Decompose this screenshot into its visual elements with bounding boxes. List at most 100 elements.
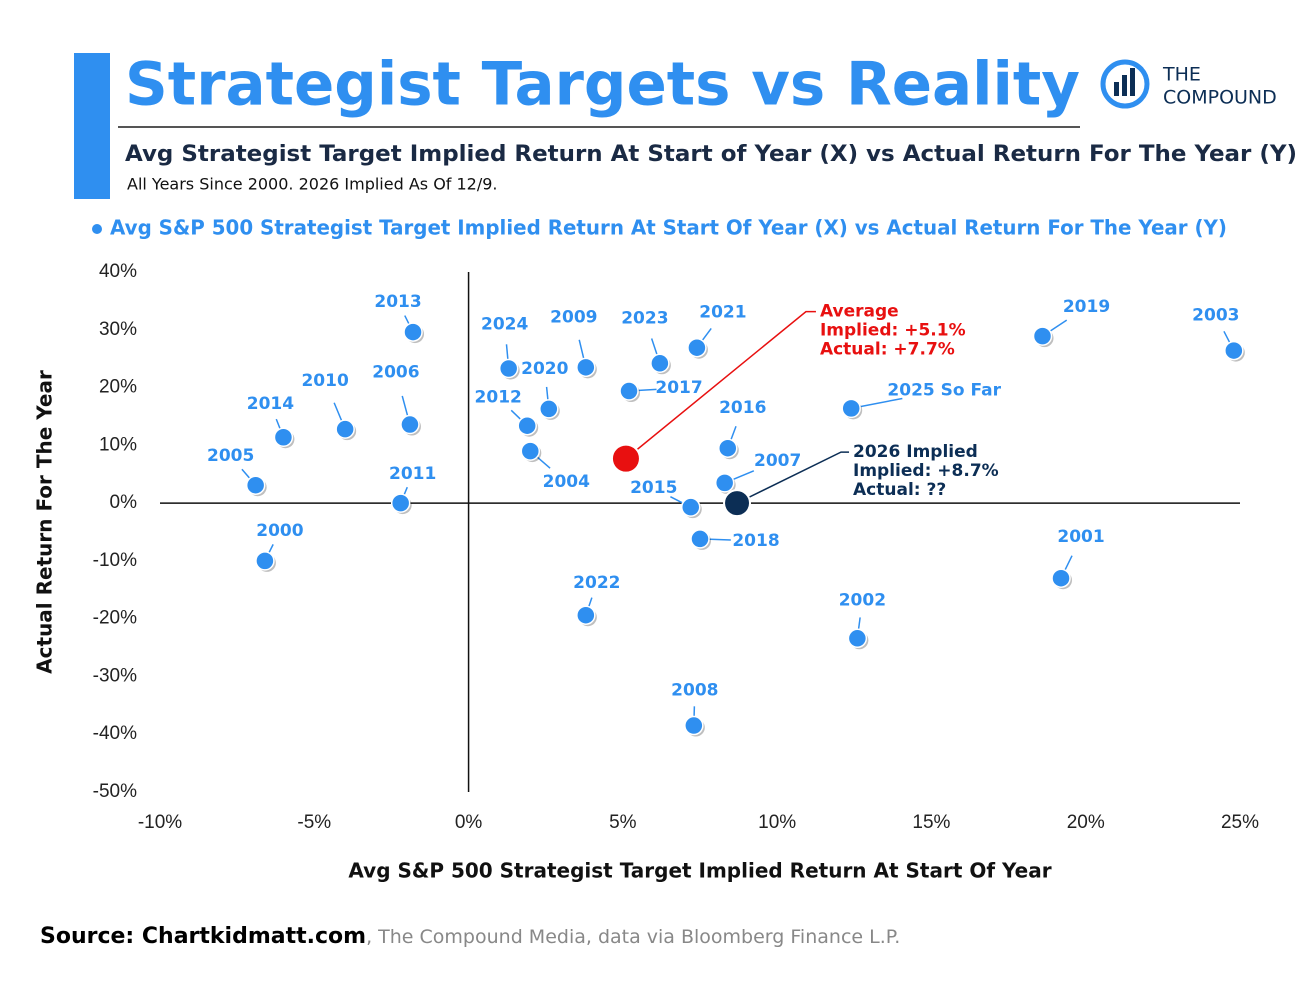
- x-tick-label: 20%: [1067, 812, 1105, 833]
- chart-title: Strategist Targets vs Reality: [125, 50, 1080, 120]
- point-label: 2013: [374, 292, 421, 312]
- logo-bar: [1122, 75, 1127, 96]
- point-label: 2019: [1063, 297, 1110, 317]
- source: Source: Chartkidmatt.com, The Compound M…: [40, 924, 900, 949]
- point-label: 2006: [372, 363, 419, 383]
- y-tick-label: -10%: [93, 550, 137, 571]
- point: [390, 493, 411, 513]
- point-label: 2022: [573, 573, 620, 593]
- point-label: 2023: [621, 308, 668, 328]
- annotation-line: [625, 310, 816, 460]
- point-label: 2016: [719, 398, 766, 418]
- point-label: 2025 So Far: [887, 380, 1001, 400]
- highlight-point: [723, 489, 752, 518]
- point: [245, 475, 266, 495]
- point-label: 2003: [1192, 306, 1239, 326]
- annotation-text: 2026 Implied: [853, 442, 978, 462]
- point-label: 2011: [389, 464, 436, 484]
- y-tick-label: -30%: [93, 665, 137, 686]
- point: [539, 399, 559, 419]
- point-label: 2021: [699, 303, 746, 323]
- point: [690, 529, 710, 549]
- title-bar: [74, 53, 110, 199]
- point-label: 2010: [301, 371, 348, 391]
- point: [517, 415, 537, 436]
- point: [403, 322, 423, 342]
- annotation-text: Implied: +8.7%: [853, 461, 999, 481]
- point: [576, 357, 596, 378]
- logo-text: THE: [1162, 64, 1201, 86]
- point: [687, 337, 707, 358]
- point: [619, 381, 639, 401]
- point-label: 2014: [247, 394, 294, 414]
- annotation-text: Actual: +7.7%: [820, 340, 955, 360]
- y-tick-label: 0%: [110, 492, 138, 513]
- logo-ring: [1100, 59, 1150, 109]
- point: [847, 628, 868, 649]
- point-label: 2017: [655, 378, 702, 398]
- legend-marker: [92, 224, 102, 234]
- annotation-line: [736, 451, 850, 504]
- point-label: 2018: [732, 531, 779, 551]
- point: [718, 438, 738, 458]
- y-tick-label: -20%: [93, 608, 137, 629]
- point-label: 2004: [543, 472, 590, 492]
- y-tick-label: 30%: [99, 319, 137, 340]
- source-bold: Source: Chartkidmatt.com: [40, 924, 366, 949]
- annotation-text: Average: [820, 302, 899, 322]
- source-rest: , The Compound Media, data via Bloomberg…: [366, 926, 900, 948]
- annotation-text: Implied: +5.1%: [820, 321, 966, 341]
- point-label: 2008: [671, 681, 718, 701]
- point-label: 2001: [1057, 527, 1104, 547]
- point-label: 2007: [754, 451, 801, 471]
- highlight-point: [610, 443, 641, 474]
- point: [714, 473, 735, 493]
- point: [680, 497, 701, 517]
- x-tick-label: -10%: [138, 812, 182, 833]
- chart-subtitle: Avg Strategist Target Implied Return At …: [125, 142, 1297, 167]
- point: [650, 353, 670, 374]
- y-tick-label: 40%: [99, 261, 137, 282]
- x-tick-label: 5%: [609, 812, 637, 833]
- x-tick-label: 25%: [1221, 812, 1259, 833]
- point-label: 2015: [630, 478, 677, 498]
- x-tick-label: -5%: [297, 812, 331, 833]
- point-label: 2009: [550, 307, 597, 327]
- y-tick-label: 10%: [99, 434, 137, 455]
- x-tick-label: 10%: [758, 812, 796, 833]
- x-tick-label: 15%: [912, 812, 950, 833]
- point: [1051, 568, 1071, 588]
- logo-text: COMPOUND: [1163, 87, 1277, 109]
- point: [335, 419, 355, 439]
- point: [576, 605, 596, 625]
- point: [1032, 326, 1053, 346]
- point-label: 2005: [207, 446, 254, 466]
- y-axis-title: Actual Return For The Year: [33, 370, 57, 674]
- point-label: 2020: [521, 359, 568, 379]
- annotation-text: Actual: ??: [853, 480, 946, 500]
- point: [255, 551, 275, 571]
- point-label: 2000: [256, 521, 303, 541]
- point: [498, 358, 519, 379]
- point-label: 2002: [839, 590, 886, 610]
- logo-bar: [1130, 68, 1135, 96]
- logo-bar: [1114, 82, 1119, 96]
- y-tick-label: -50%: [93, 781, 137, 802]
- point: [841, 398, 861, 419]
- legend-label: Avg S&P 500 Strategist Target Implied Re…: [110, 216, 1227, 240]
- point: [684, 715, 704, 736]
- point-label: 2012: [475, 388, 522, 408]
- y-tick-label: 20%: [99, 377, 137, 398]
- point-label: 2024: [481, 314, 528, 334]
- point: [400, 414, 420, 435]
- chart-note: All Years Since 2000. 2026 Implied As Of…: [127, 175, 498, 194]
- y-tick-label: -40%: [93, 723, 137, 744]
- x-tick-label: 0%: [455, 812, 483, 833]
- logo: THE COMPOUND: [1100, 59, 1277, 109]
- point: [520, 441, 541, 461]
- point: [273, 427, 294, 447]
- x-axis-title: Avg S&P 500 Strategist Target Implied Re…: [348, 859, 1051, 883]
- point: [1224, 340, 1244, 361]
